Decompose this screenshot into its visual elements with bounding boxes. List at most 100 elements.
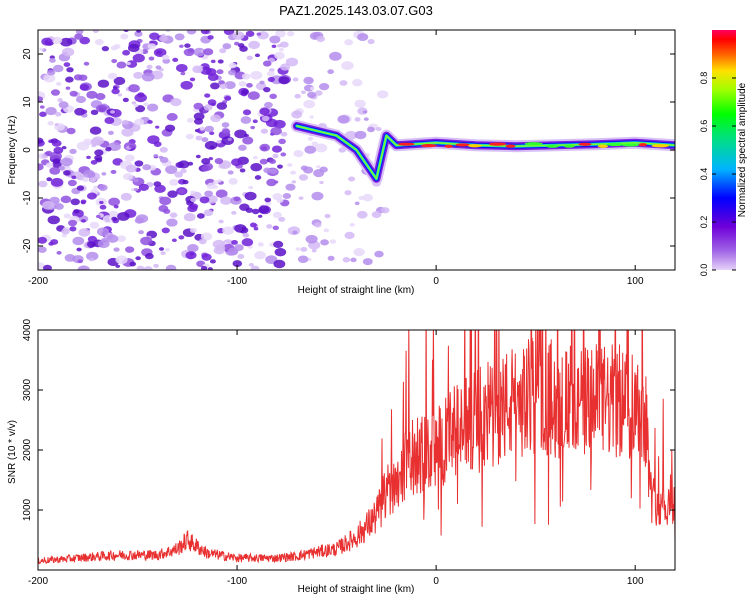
- noise-blob: [218, 219, 224, 224]
- noise-blob: [159, 35, 168, 42]
- noise-blob: [67, 179, 77, 187]
- noise-blob: [140, 236, 153, 246]
- noise-blob: [210, 59, 216, 64]
- noise-blob: [108, 197, 120, 207]
- noise-blob: [374, 250, 384, 258]
- noise-blob: [227, 247, 239, 256]
- noise-blob: [56, 251, 62, 255]
- noise-blob: [230, 158, 242, 167]
- noise-blob: [99, 200, 104, 205]
- noise-blob: [63, 170, 71, 176]
- noise-blob: [163, 208, 171, 214]
- noise-blob: [338, 147, 346, 153]
- noise-blob: [39, 111, 47, 117]
- noise-blob: [327, 255, 335, 261]
- signal-hotspot: [444, 144, 453, 148]
- signal-hotspot: [651, 144, 670, 148]
- noise-blob: [166, 218, 178, 227]
- noise-blob: [174, 171, 184, 178]
- noise-blob: [121, 119, 129, 125]
- noise-blob: [222, 128, 231, 135]
- noise-blob: [300, 90, 306, 95]
- noise-blob: [77, 265, 90, 270]
- noise-blob: [252, 119, 258, 124]
- noise-blob: [311, 191, 324, 201]
- noise-blob: [291, 110, 303, 119]
- noise-blob: [42, 200, 55, 210]
- noise-blob: [70, 198, 80, 206]
- noise-blob: [186, 30, 197, 35]
- noise-blob: [80, 109, 88, 114]
- noise-blob: [66, 67, 74, 73]
- noise-blob: [63, 62, 71, 67]
- noise-blob: [238, 144, 247, 151]
- noise-blob: [122, 97, 129, 103]
- noise-blob: [210, 82, 220, 90]
- noise-blob: [329, 51, 342, 61]
- colorbar-tick-label: 0.4: [699, 168, 709, 181]
- colorbar-gradient: [712, 30, 736, 270]
- noise-blob: [262, 60, 272, 67]
- noise-blob: [185, 133, 194, 140]
- noise-blob: [94, 149, 104, 157]
- noise-blob: [190, 197, 197, 202]
- noise-blob: [222, 43, 232, 50]
- noise-blob: [60, 195, 72, 204]
- noise-blob: [298, 196, 304, 200]
- noise-blob: [185, 251, 197, 260]
- noise-blob: [278, 216, 286, 222]
- noise-blob: [107, 130, 114, 135]
- noise-blob: [350, 257, 357, 263]
- noise-blob: [214, 157, 224, 165]
- noise-blob: [93, 185, 98, 190]
- noise-blob: [49, 151, 62, 161]
- noise-blob: [179, 44, 184, 48]
- noise-blob: [285, 57, 299, 67]
- noise-blob: [272, 211, 282, 219]
- noise-blob: [80, 199, 87, 204]
- noise-blob: [133, 103, 139, 108]
- noise-blob: [68, 219, 78, 227]
- snr-xlabel: Height of straight line (km): [298, 584, 415, 595]
- snr-ytick-label: 4000: [22, 318, 33, 341]
- noise-blob: [61, 233, 67, 238]
- noise-blob: [287, 163, 293, 167]
- noise-blob: [294, 93, 301, 99]
- noise-blob: [259, 143, 271, 152]
- noise-blob: [377, 90, 389, 99]
- noise-blob: [121, 127, 134, 137]
- noise-blob: [124, 154, 135, 162]
- noise-blob: [169, 212, 178, 218]
- noise-blob: [250, 125, 256, 130]
- noise-blob: [147, 43, 157, 50]
- noise-blob: [192, 65, 203, 74]
- noise-blob: [227, 170, 234, 175]
- noise-blob: [274, 248, 287, 257]
- snr-xtick-label: -200: [28, 576, 48, 587]
- noise-blob: [147, 103, 159, 112]
- noise-blob: [251, 208, 260, 215]
- noise-blob: [250, 265, 260, 270]
- noise-blob: [83, 61, 90, 66]
- colorbar-label: Normalized spectral amplitude: [737, 82, 748, 217]
- noise-blob: [120, 192, 132, 201]
- noise-blob: [303, 166, 314, 174]
- noise-blob: [148, 56, 155, 61]
- noise-blob: [209, 145, 215, 150]
- noise-blob: [104, 116, 115, 125]
- noise-blob: [201, 253, 212, 261]
- snr-xtick-label: 0: [433, 576, 439, 587]
- snr-ylabel: SNR (10 * v/v): [7, 420, 18, 484]
- noise-blob: [354, 130, 367, 140]
- noise-blob: [73, 209, 80, 214]
- noise-blob: [90, 109, 99, 116]
- noise-blob: [319, 166, 328, 173]
- noise-blob: [207, 35, 214, 40]
- noise-blob: [274, 180, 279, 184]
- noise-blob: [362, 193, 373, 202]
- noise-blob: [327, 69, 335, 75]
- noise-blob: [159, 196, 172, 206]
- noise-blob: [244, 191, 257, 201]
- noise-blob: [198, 238, 207, 245]
- noise-blob: [307, 91, 317, 99]
